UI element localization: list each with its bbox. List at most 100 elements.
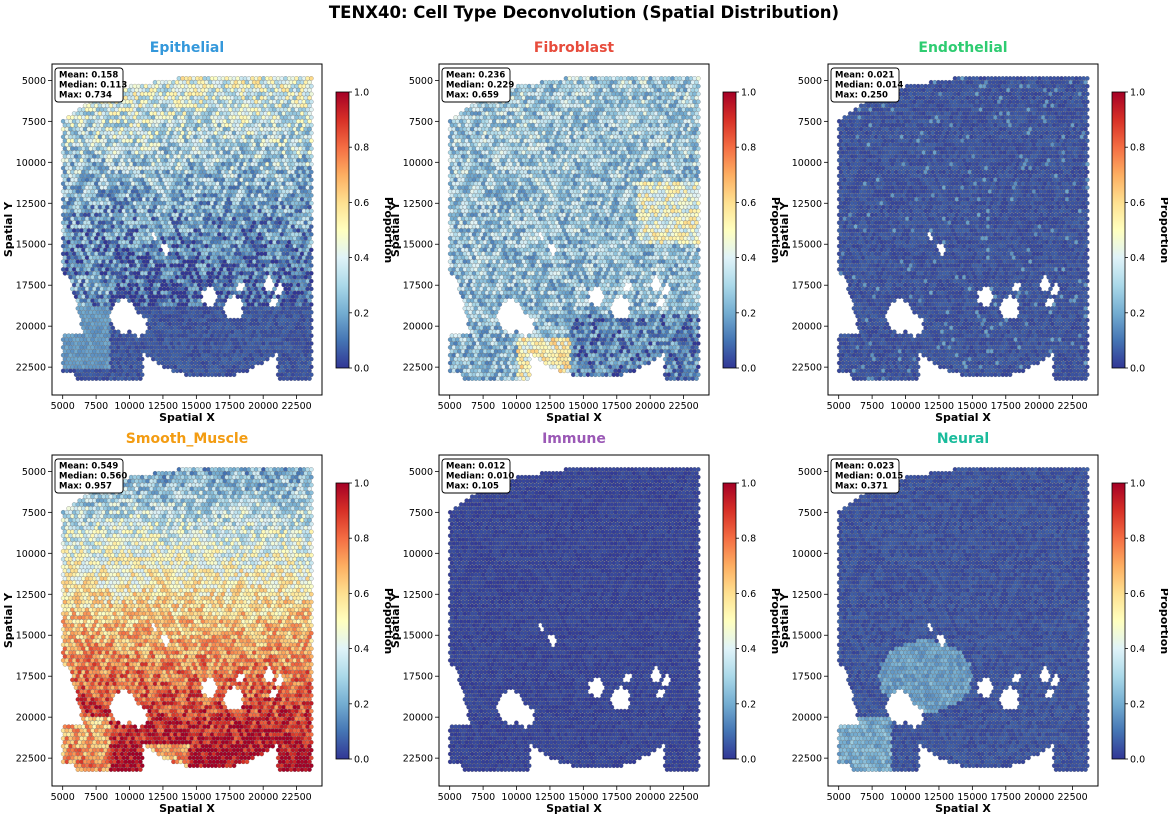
spot — [309, 154, 314, 159]
spot — [309, 193, 314, 198]
spot — [127, 329, 132, 335]
spot — [219, 306, 224, 311]
spot — [307, 274, 312, 280]
spot — [116, 329, 121, 335]
spot — [309, 333, 314, 338]
spot — [307, 158, 312, 163]
spot — [307, 321, 312, 327]
spot — [696, 76, 701, 81]
spot — [307, 376, 312, 381]
spot — [307, 290, 312, 296]
spot — [259, 282, 264, 288]
spot — [198, 294, 204, 299]
spot — [309, 294, 314, 299]
spot — [110, 325, 116, 331]
spot — [138, 368, 143, 374]
spot — [139, 372, 145, 377]
spot — [270, 290, 275, 296]
figure-title: TENX40: Cell Type Deconvolution (Spatial… — [0, 3, 1168, 22]
y-axis-label: Spatial Y — [2, 201, 15, 257]
spot — [309, 107, 314, 112]
spot — [233, 282, 239, 288]
spot — [309, 255, 314, 260]
panel-title: Fibroblast — [534, 40, 615, 56]
colorbar-tick-label: 0.2 — [354, 308, 369, 319]
spot — [307, 368, 312, 374]
spot — [309, 271, 314, 276]
spot — [307, 360, 312, 366]
spot — [220, 302, 226, 307]
spot — [307, 119, 312, 124]
spot — [309, 169, 314, 175]
spot — [138, 352, 143, 358]
x-tick-label: 7500 — [84, 401, 108, 412]
spot — [158, 247, 163, 253]
spot — [307, 111, 312, 116]
spot — [309, 317, 314, 323]
spot — [309, 364, 314, 370]
spot — [250, 364, 255, 370]
spot — [309, 247, 314, 253]
spot — [272, 286, 277, 292]
spot — [309, 278, 314, 284]
spot — [309, 232, 314, 237]
spot — [307, 220, 312, 225]
y-tick-label: 17500 — [16, 281, 46, 292]
spot — [309, 356, 314, 362]
spot — [309, 325, 314, 331]
spot — [309, 341, 314, 346]
spot — [220, 310, 226, 315]
spot — [139, 364, 145, 370]
colorbar-tick-label: 0.4 — [354, 253, 369, 264]
spot — [307, 204, 312, 210]
spot — [196, 298, 202, 303]
spot — [309, 200, 314, 206]
x-tick-label: 10000 — [114, 401, 144, 412]
spot — [106, 310, 112, 315]
spot — [307, 103, 312, 108]
spot — [307, 126, 312, 132]
spot — [222, 298, 228, 303]
spot — [108, 306, 114, 311]
spot — [307, 197, 312, 202]
spot — [202, 286, 207, 292]
spot — [244, 368, 250, 374]
spot — [309, 177, 314, 183]
x-axis-label: Spatial X — [159, 411, 215, 424]
spot — [264, 356, 270, 362]
y-tick-label: 20000 — [16, 322, 46, 333]
spot — [309, 349, 314, 354]
spot — [231, 372, 237, 377]
spot — [231, 286, 237, 292]
spot — [309, 83, 314, 89]
spot — [106, 317, 112, 323]
colorbar-tick-label: 1.0 — [354, 88, 369, 99]
spot — [307, 142, 312, 147]
spot — [116, 298, 121, 303]
spot — [307, 352, 312, 358]
spot — [108, 321, 114, 327]
spot — [156, 243, 162, 249]
spot — [110, 302, 116, 307]
spot — [149, 236, 154, 241]
spot — [160, 251, 165, 257]
stat-mean: Mean: 0.158 — [59, 71, 118, 81]
spot — [309, 208, 314, 214]
spot — [307, 212, 312, 218]
y-tick-label: 15000 — [16, 240, 46, 251]
x-tick-label: 22500 — [281, 401, 311, 412]
stat-max: Max: 0.734 — [59, 91, 112, 101]
spot — [309, 372, 314, 377]
spot — [263, 274, 268, 280]
spot — [147, 232, 152, 237]
spot — [307, 267, 312, 272]
spot — [307, 313, 312, 319]
spot — [307, 282, 312, 288]
spot — [202, 302, 207, 307]
spot — [307, 345, 312, 350]
spot — [307, 337, 312, 342]
